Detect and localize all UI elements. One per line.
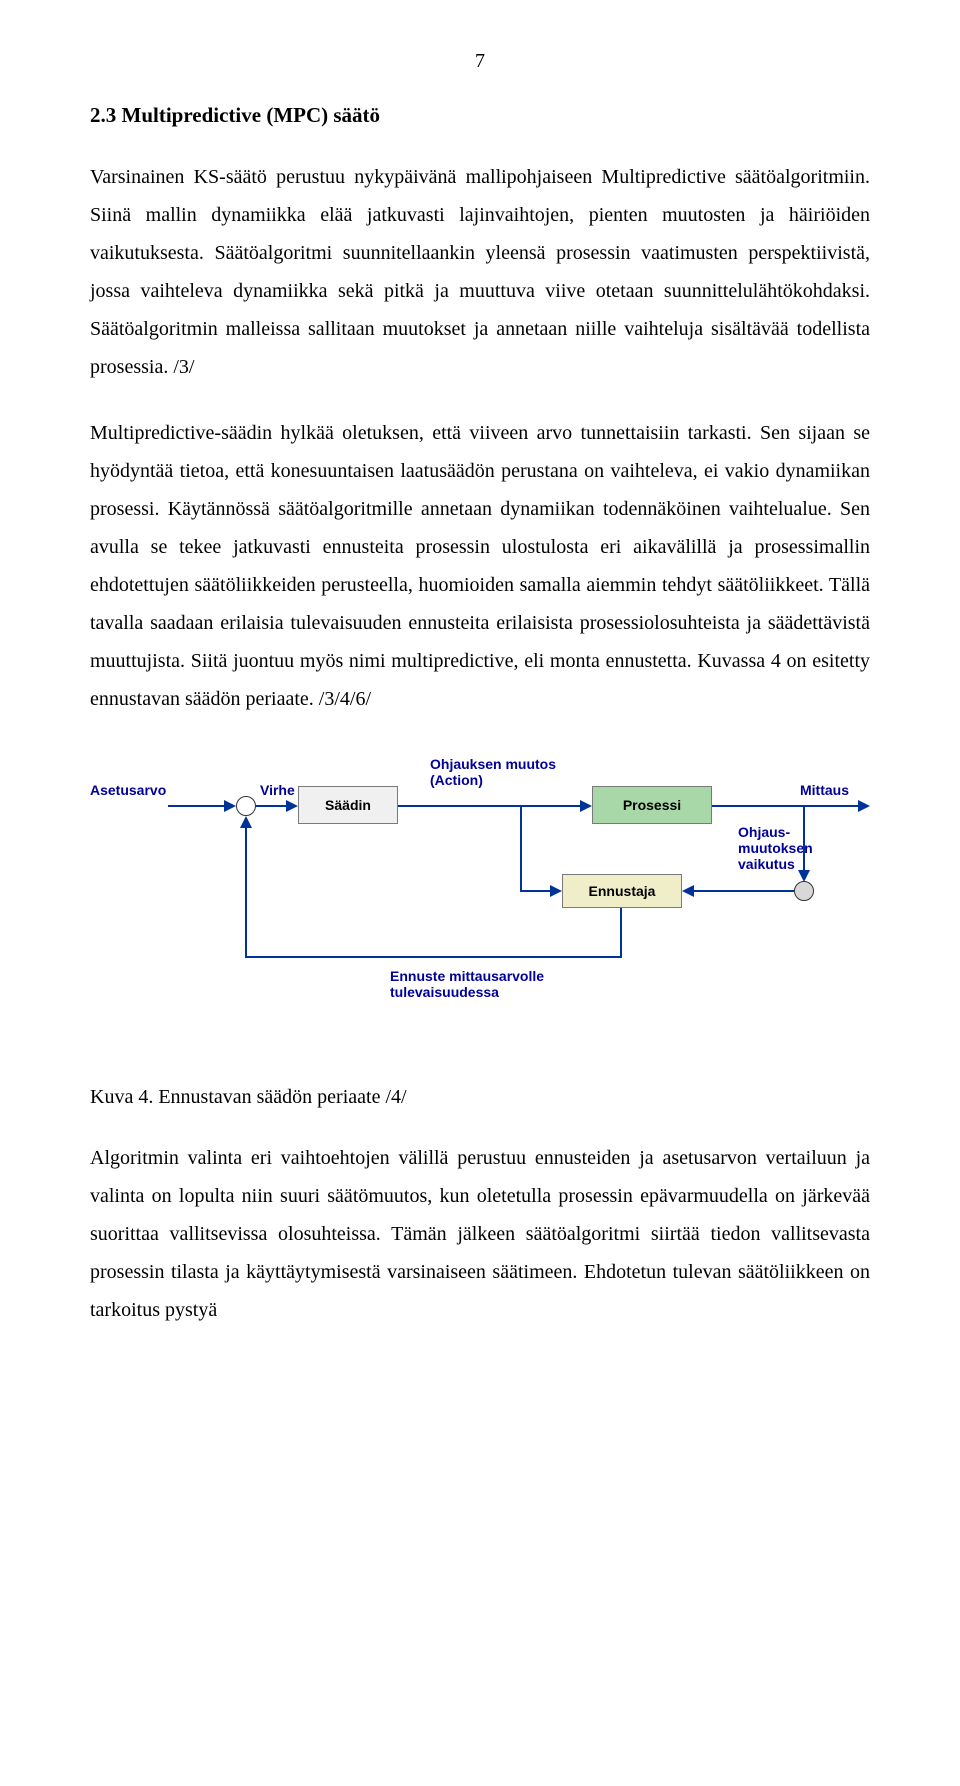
figure-4: Asetusarvo Virhe Ohjauksen muutos (Actio…	[90, 746, 870, 1026]
edge	[712, 805, 860, 807]
figure-caption: Kuva 4. Ennustavan säädön periaate /4/	[90, 1086, 870, 1109]
edge	[168, 805, 226, 807]
effect-node	[794, 881, 814, 901]
page: 7 2.3 Multipredictive (MPC) säätö Varsin…	[0, 0, 960, 1407]
edge	[520, 806, 522, 890]
arrow-icon	[682, 885, 694, 897]
section-heading: 2.3 Multipredictive (MPC) säätö	[90, 103, 870, 128]
box-ennustaja: Ennustaja	[562, 874, 682, 908]
label-ohjaus-vaikutus: Ohjaus- muutoksen vaikutus	[738, 824, 813, 872]
arrow-icon	[580, 800, 592, 812]
edge	[692, 890, 794, 892]
paragraph-1: Varsinainen KS-säätö perustuu nykypäivän…	[90, 158, 870, 386]
arrow-icon	[286, 800, 298, 812]
label-ohjauksen-muutos: Ohjauksen muutos (Action)	[430, 756, 556, 788]
label-asetusarvo: Asetusarvo	[90, 782, 166, 798]
arrow-icon	[550, 885, 562, 897]
arrow-icon	[858, 800, 870, 812]
box-prosessi: Prosessi	[592, 786, 712, 824]
box-saadin: Säädin	[298, 786, 398, 824]
arrow-icon	[224, 800, 236, 812]
paragraph-2: Multipredictive-säädin hylkää oletuksen,…	[90, 414, 870, 718]
edge	[398, 805, 582, 807]
page-number: 7	[90, 50, 870, 73]
edge	[245, 956, 622, 958]
edge	[245, 826, 247, 958]
label-mittaus: Mittaus	[800, 782, 849, 798]
label-ennuste: Ennuste mittausarvolle tulevaisuudessa	[390, 968, 544, 1000]
edge	[803, 806, 805, 872]
edge	[620, 908, 622, 958]
label-virhe: Virhe	[260, 782, 295, 798]
arrow-icon	[240, 816, 252, 828]
arrow-icon	[798, 870, 810, 882]
sum-junction	[236, 796, 256, 816]
control-loop-diagram: Asetusarvo Virhe Ohjauksen muutos (Actio…	[90, 746, 870, 1026]
edge	[520, 890, 552, 892]
paragraph-3: Algoritmin valinta eri vaihtoehtojen väl…	[90, 1139, 870, 1329]
edge	[256, 805, 288, 807]
